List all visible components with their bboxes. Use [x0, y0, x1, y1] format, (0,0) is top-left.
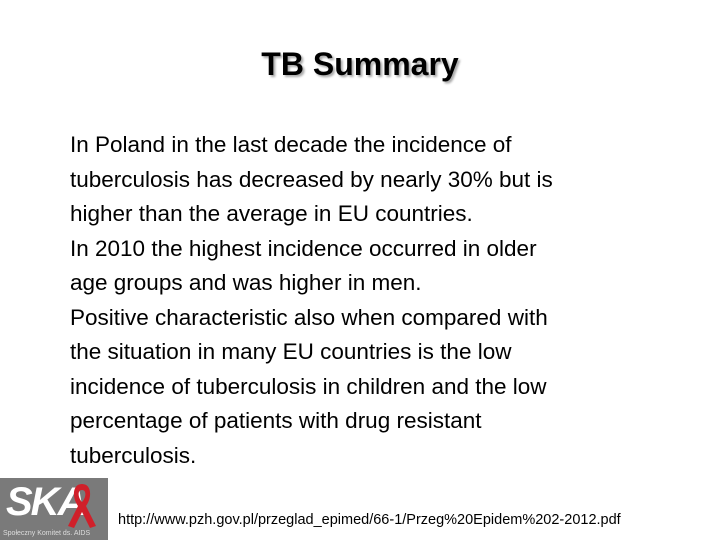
paragraph: Positive characteristic also when compar… — [70, 301, 710, 474]
title: TB Summary — [261, 46, 459, 82]
text-line: In Poland in the last decade the inciden… — [70, 132, 512, 157]
text-line: age groups and was higher in men. — [70, 270, 422, 295]
text-line: tuberculosis has decreased by nearly 30%… — [70, 166, 553, 192]
text-line: tuberculosis. — [70, 442, 197, 468]
text-line: incidence of tuberculosis in children an… — [70, 373, 547, 399]
ribbon — [68, 484, 96, 528]
paragraph: In Poland in the last decade the inciden… — [70, 128, 710, 232]
logo: SKA Społeczny Komitet ds. AIDS — [0, 478, 108, 540]
text-line: Positive characteristic also when compar… — [70, 304, 548, 330]
source-link[interactable]: http://www.pzh.gov.pl/przeglad_epimed/66… — [118, 512, 621, 528]
logo-caption: Społeczny Komitet ds. AIDS — [3, 530, 91, 537]
text-line: the situation in many EU countries is th… — [70, 339, 512, 364]
text-line: higher than the average in EU countries. — [70, 201, 473, 226]
paragraph: In 2010 the highest incidence occurred i… — [70, 232, 710, 301]
body-text: In Poland in the last decade the inciden… — [70, 128, 710, 473]
text-line: In 2010 the highest incidence occurred i… — [70, 235, 537, 261]
text-line: percentage of patients with drug resista… — [70, 408, 482, 433]
